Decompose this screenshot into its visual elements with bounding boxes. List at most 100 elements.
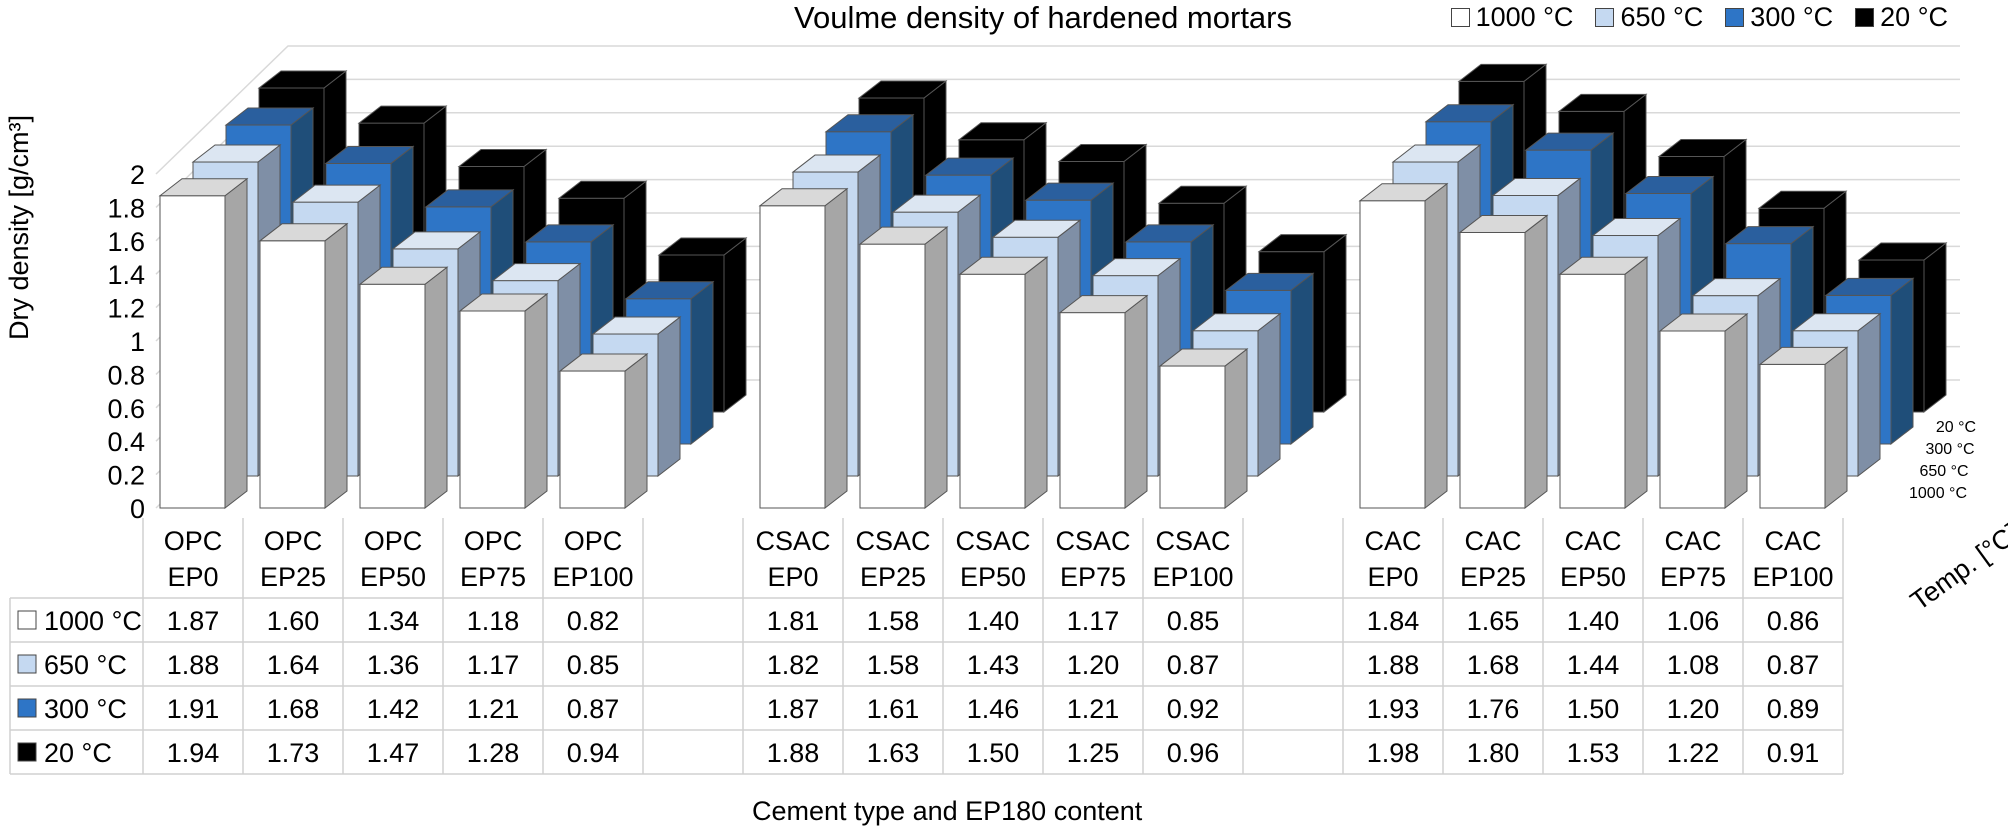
bar-top <box>324 145 415 164</box>
data-label: 1.50 <box>1567 694 1620 724</box>
data-label: 0.87 <box>567 694 620 724</box>
bar-top <box>1824 277 1915 296</box>
bar-top <box>1191 313 1282 332</box>
bar-top <box>158 178 249 197</box>
legend-label-20: 20 °C <box>1880 2 1948 32</box>
legend-swatch-20 <box>1855 8 1875 27</box>
bar-side <box>1257 312 1281 478</box>
bar-side <box>824 187 848 510</box>
bar-top <box>891 194 982 213</box>
bar-top <box>191 144 282 163</box>
bar-front <box>459 310 526 509</box>
bar-front <box>1459 231 1526 509</box>
bar-front <box>759 205 826 509</box>
data-label: 1.76 <box>1467 694 1520 724</box>
x-tick-label: CSAC <box>955 526 1030 556</box>
data-label: 1.20 <box>1067 650 1120 680</box>
bar-top <box>1758 346 1849 365</box>
x-tick-label: OPC <box>164 526 223 556</box>
bar-top <box>491 263 582 282</box>
x-tick-label: CSAC <box>855 526 930 556</box>
bar-top <box>1757 190 1848 209</box>
bar-side <box>1857 312 1881 478</box>
legend-label-300: 300 °C <box>1750 2 1834 32</box>
x-tick-label: OPC <box>464 526 523 556</box>
y-tick-label: 1.4 <box>107 260 145 290</box>
gridline <box>155 45 1960 175</box>
bar-top <box>558 353 649 372</box>
data-label: 1.06 <box>1667 606 1720 636</box>
data-label: 1.43 <box>967 650 1020 680</box>
bar-front <box>1059 312 1126 509</box>
data-label: 1.17 <box>1067 606 1120 636</box>
bar-top <box>1057 144 1148 162</box>
bar-front <box>1659 330 1726 509</box>
table-legend-swatch <box>17 742 37 762</box>
bar-top <box>1791 313 1882 332</box>
bar-top <box>1091 258 1182 277</box>
bar-top <box>424 189 515 208</box>
bar-top <box>791 154 882 173</box>
bar-side <box>1624 256 1648 510</box>
bar-front <box>159 195 226 509</box>
bar <box>1458 214 1549 510</box>
x-tick-label: EP25 <box>860 562 926 592</box>
bar <box>958 256 1049 510</box>
bar-top <box>291 184 382 203</box>
bar-side <box>1824 346 1848 510</box>
data-label: 0.86 <box>1767 606 1820 636</box>
bar-top <box>1457 63 1548 82</box>
table-row-label: 300 °C <box>44 694 127 724</box>
x-tick-label: EP75 <box>1660 562 1726 592</box>
data-label: 1.88 <box>167 650 220 680</box>
table-row-label: 1000 °C <box>44 606 142 636</box>
bar-top <box>857 80 948 99</box>
data-label: 1.87 <box>167 606 220 636</box>
x-tick-label: CAC <box>1464 526 1521 556</box>
x-axis-label: Cement type and EP180 content <box>752 796 1143 826</box>
bar-top <box>1424 104 1515 123</box>
data-label: 1.93 <box>1367 694 1420 724</box>
bar-side <box>924 226 948 510</box>
data-label: 1.20 <box>1667 694 1720 724</box>
bar-top <box>1591 218 1682 237</box>
data-label: 0.96 <box>1167 738 1220 768</box>
bar-top <box>524 224 615 243</box>
x-tick-label: CSAC <box>1055 526 1130 556</box>
data-label: 1.40 <box>967 606 1020 636</box>
data-label: 1.81 <box>767 606 820 636</box>
data-label: 1.17 <box>467 650 520 680</box>
bar-side <box>1524 214 1548 510</box>
data-label: 1.36 <box>367 650 420 680</box>
bar <box>1158 348 1249 510</box>
bar-top <box>1724 226 1815 245</box>
data-label: 1.22 <box>1667 738 1720 768</box>
table-legend-swatch <box>17 698 37 718</box>
y-tick-label: 0 <box>130 494 145 524</box>
data-label: 0.82 <box>567 606 620 636</box>
bar-top <box>924 157 1015 176</box>
series-0 <box>158 177 1849 510</box>
bar-top <box>457 149 548 168</box>
data-label: 1.88 <box>1367 650 1420 680</box>
bar <box>258 222 349 510</box>
data-label: 0.87 <box>1167 650 1220 680</box>
data-label: 1.91 <box>167 694 220 724</box>
data-label: 1.34 <box>367 606 420 636</box>
bar-top <box>1691 278 1782 297</box>
bar-top <box>1458 214 1549 233</box>
depth-tick-label: 1000 °C <box>1909 485 1967 502</box>
x-tick-label: OPC <box>564 526 623 556</box>
table-legend-swatch <box>17 654 37 674</box>
x-tick-label: EP50 <box>960 562 1026 592</box>
data-label: 1.44 <box>1567 650 1620 680</box>
x-tick-label: EP0 <box>167 562 218 592</box>
bar-top <box>858 226 949 245</box>
data-label: 1.58 <box>867 650 920 680</box>
data-label: 1.50 <box>967 738 1020 768</box>
bar-top <box>1391 144 1482 163</box>
chart-legend: 1000 °C 650 °C 300 °C 20 °C <box>1450 2 1948 33</box>
bar-top <box>1257 234 1348 253</box>
x-tick-label: EP100 <box>552 562 633 592</box>
bar-top <box>1124 224 1215 243</box>
